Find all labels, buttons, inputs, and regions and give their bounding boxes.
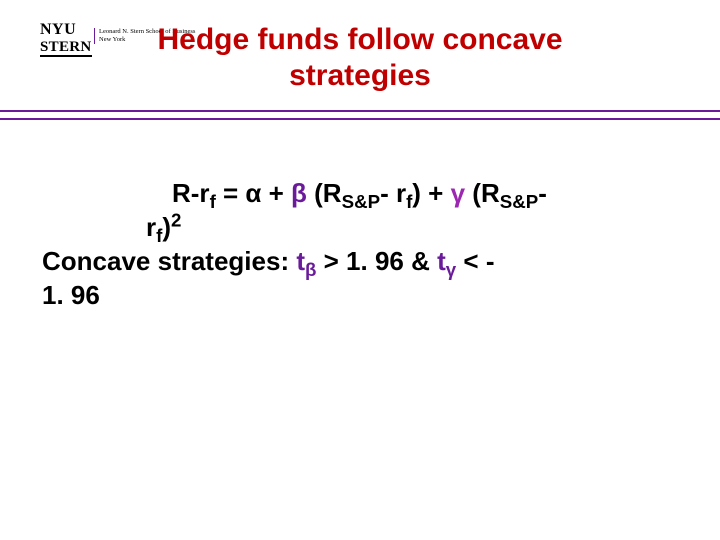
eq-sub-sp1: S&P	[342, 191, 380, 212]
slide: NYU STERN Leonard N. Stern School of Bus…	[0, 0, 720, 540]
body-text: R-rf = α + β (RS&P- rf) + γ (RS&P- rf)2 …	[42, 176, 646, 312]
eq-alpha: = α +	[216, 178, 291, 208]
lt-text: < -	[456, 246, 494, 276]
t-sub-gamma: γ	[446, 259, 456, 280]
divider-bottom	[0, 118, 720, 120]
slide-title: Hedge funds follow concave strategies	[0, 22, 720, 94]
eq-mid1: - r	[380, 178, 406, 208]
concave-val: 1. 96	[42, 280, 100, 310]
eq-open1: (R	[307, 178, 342, 208]
t2: t	[437, 246, 446, 276]
t1: t	[296, 246, 305, 276]
t-sub-beta: β	[305, 259, 316, 280]
t-beta: tβ	[296, 246, 316, 276]
eq-dash: -	[538, 178, 547, 208]
eq-sup-2: 2	[171, 209, 181, 230]
title-line1: Hedge funds follow concave	[157, 23, 562, 56]
eq-close1: ) +	[412, 178, 450, 208]
title-line2: strategies	[289, 59, 431, 92]
concave-line: Concave strategies: tβ > 1. 96 & tγ < -	[42, 244, 646, 278]
equation-line2: rf)2	[42, 210, 646, 244]
divider-top	[0, 110, 720, 112]
eq-beta: β	[291, 178, 307, 208]
concave-label: Concave strategies:	[42, 246, 296, 276]
gt-text: > 1. 96 &	[316, 246, 437, 276]
eq-R: R-r	[172, 178, 210, 208]
eq-open2: (R	[465, 178, 500, 208]
equation-line1: R-rf = α + β (RS&P- rf) + γ (RS&P-	[42, 176, 646, 210]
eq-gamma: γ	[451, 178, 465, 208]
concave-value-line: 1. 96	[42, 278, 646, 312]
eq-r2: r	[146, 212, 156, 242]
t-gamma: tγ	[437, 246, 456, 276]
eq-sub-sp2: S&P	[500, 191, 538, 212]
eq-paren2: )	[162, 212, 171, 242]
